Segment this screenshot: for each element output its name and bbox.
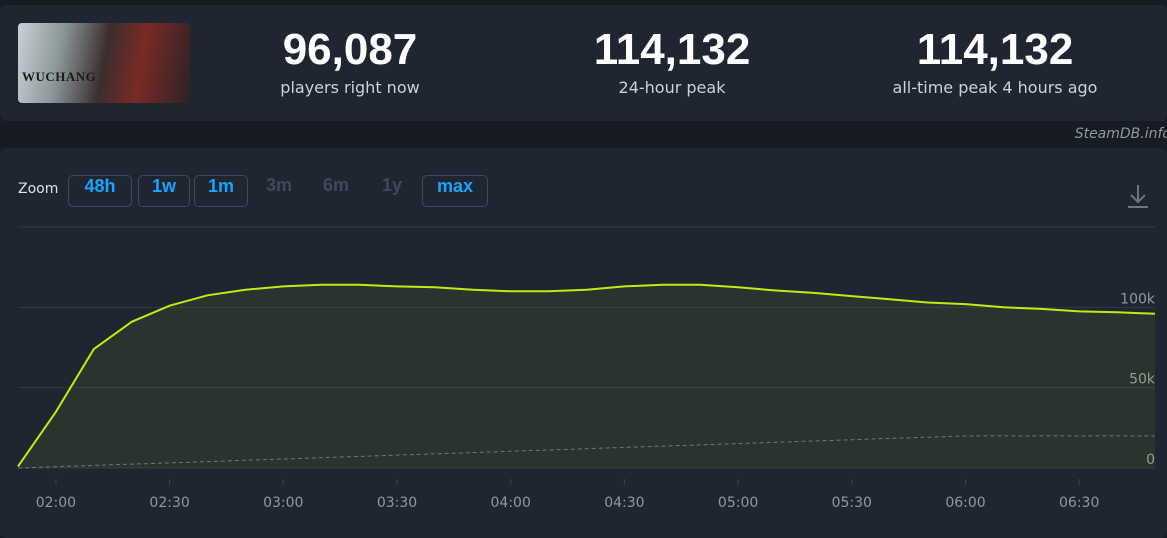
- download-arrow: [1128, 185, 1148, 208]
- credit[interactable]: SteamDB.info: [1074, 126, 1167, 142]
- page: WUCHANG 96,087 players right now 114,132 2…: [0, 5, 1167, 538]
- x-tick-label: 04:00: [491, 495, 531, 511]
- zoom-button[interactable]: 1w: [138, 175, 190, 207]
- zoom-label: Zoom: [18, 181, 59, 197]
- stat-value: 96,087: [282, 25, 418, 74]
- zoom-button: 1y: [381, 175, 403, 195]
- x-tick-label: 04:30: [604, 495, 644, 511]
- chart-panel: [0, 148, 1167, 538]
- download-icon[interactable]: [1128, 185, 1148, 208]
- x-tick-label: 05:00: [718, 495, 758, 511]
- x-tick-label: 06:00: [945, 495, 985, 511]
- y-tick-label: 50k: [1129, 372, 1156, 388]
- image-text: WUCHANG: [22, 69, 97, 84]
- stat-value: 114,132: [916, 25, 1074, 74]
- x-tick-label: 03:00: [263, 495, 303, 511]
- line: [17, 283, 1156, 467]
- stat: 114,132 24-hour peak: [512, 23, 832, 99]
- stat-label: players right now: [280, 78, 420, 97]
- chart: 0 50k 100k 02:00 02:30 03:00 03:30 04:00 04:30 05…: [17, 185, 1156, 511]
- stat-value: 114,132: [593, 25, 751, 74]
- y-tick-label: 0: [1146, 452, 1155, 468]
- x-tick-label: 05:30: [832, 495, 872, 511]
- stat-label: all-time peak 4 hours ago: [892, 78, 1098, 97]
- zoom-button[interactable]: 1m: [194, 175, 248, 207]
- zoom-button: 3m: [265, 175, 292, 195]
- stat: 114,132 all-time peak 4 hours ago: [835, 23, 1155, 99]
- x-tick-label: 03:30: [377, 495, 417, 511]
- stat: 96,087 players right now: [190, 23, 510, 99]
- y-tick-label: 100k: [1120, 291, 1156, 307]
- line: [17, 435, 1155, 469]
- area: [18, 284, 1155, 468]
- header-panel: WUCHANG 96,087 players right now 114,132 2…: [0, 5, 1167, 121]
- x-tick-label: 02:00: [36, 495, 76, 511]
- game-image[interactable]: WUCHANG: [18, 23, 190, 103]
- zoom-button[interactable]: max: [422, 175, 488, 207]
- zoom-button[interactable]: 48h: [68, 175, 132, 207]
- stat-label: 24-hour peak: [618, 78, 726, 97]
- x-tick-label: 02:30: [149, 495, 189, 511]
- zoom-button: 6m: [322, 175, 349, 195]
- x-tick-label: 06:30: [1059, 495, 1099, 511]
